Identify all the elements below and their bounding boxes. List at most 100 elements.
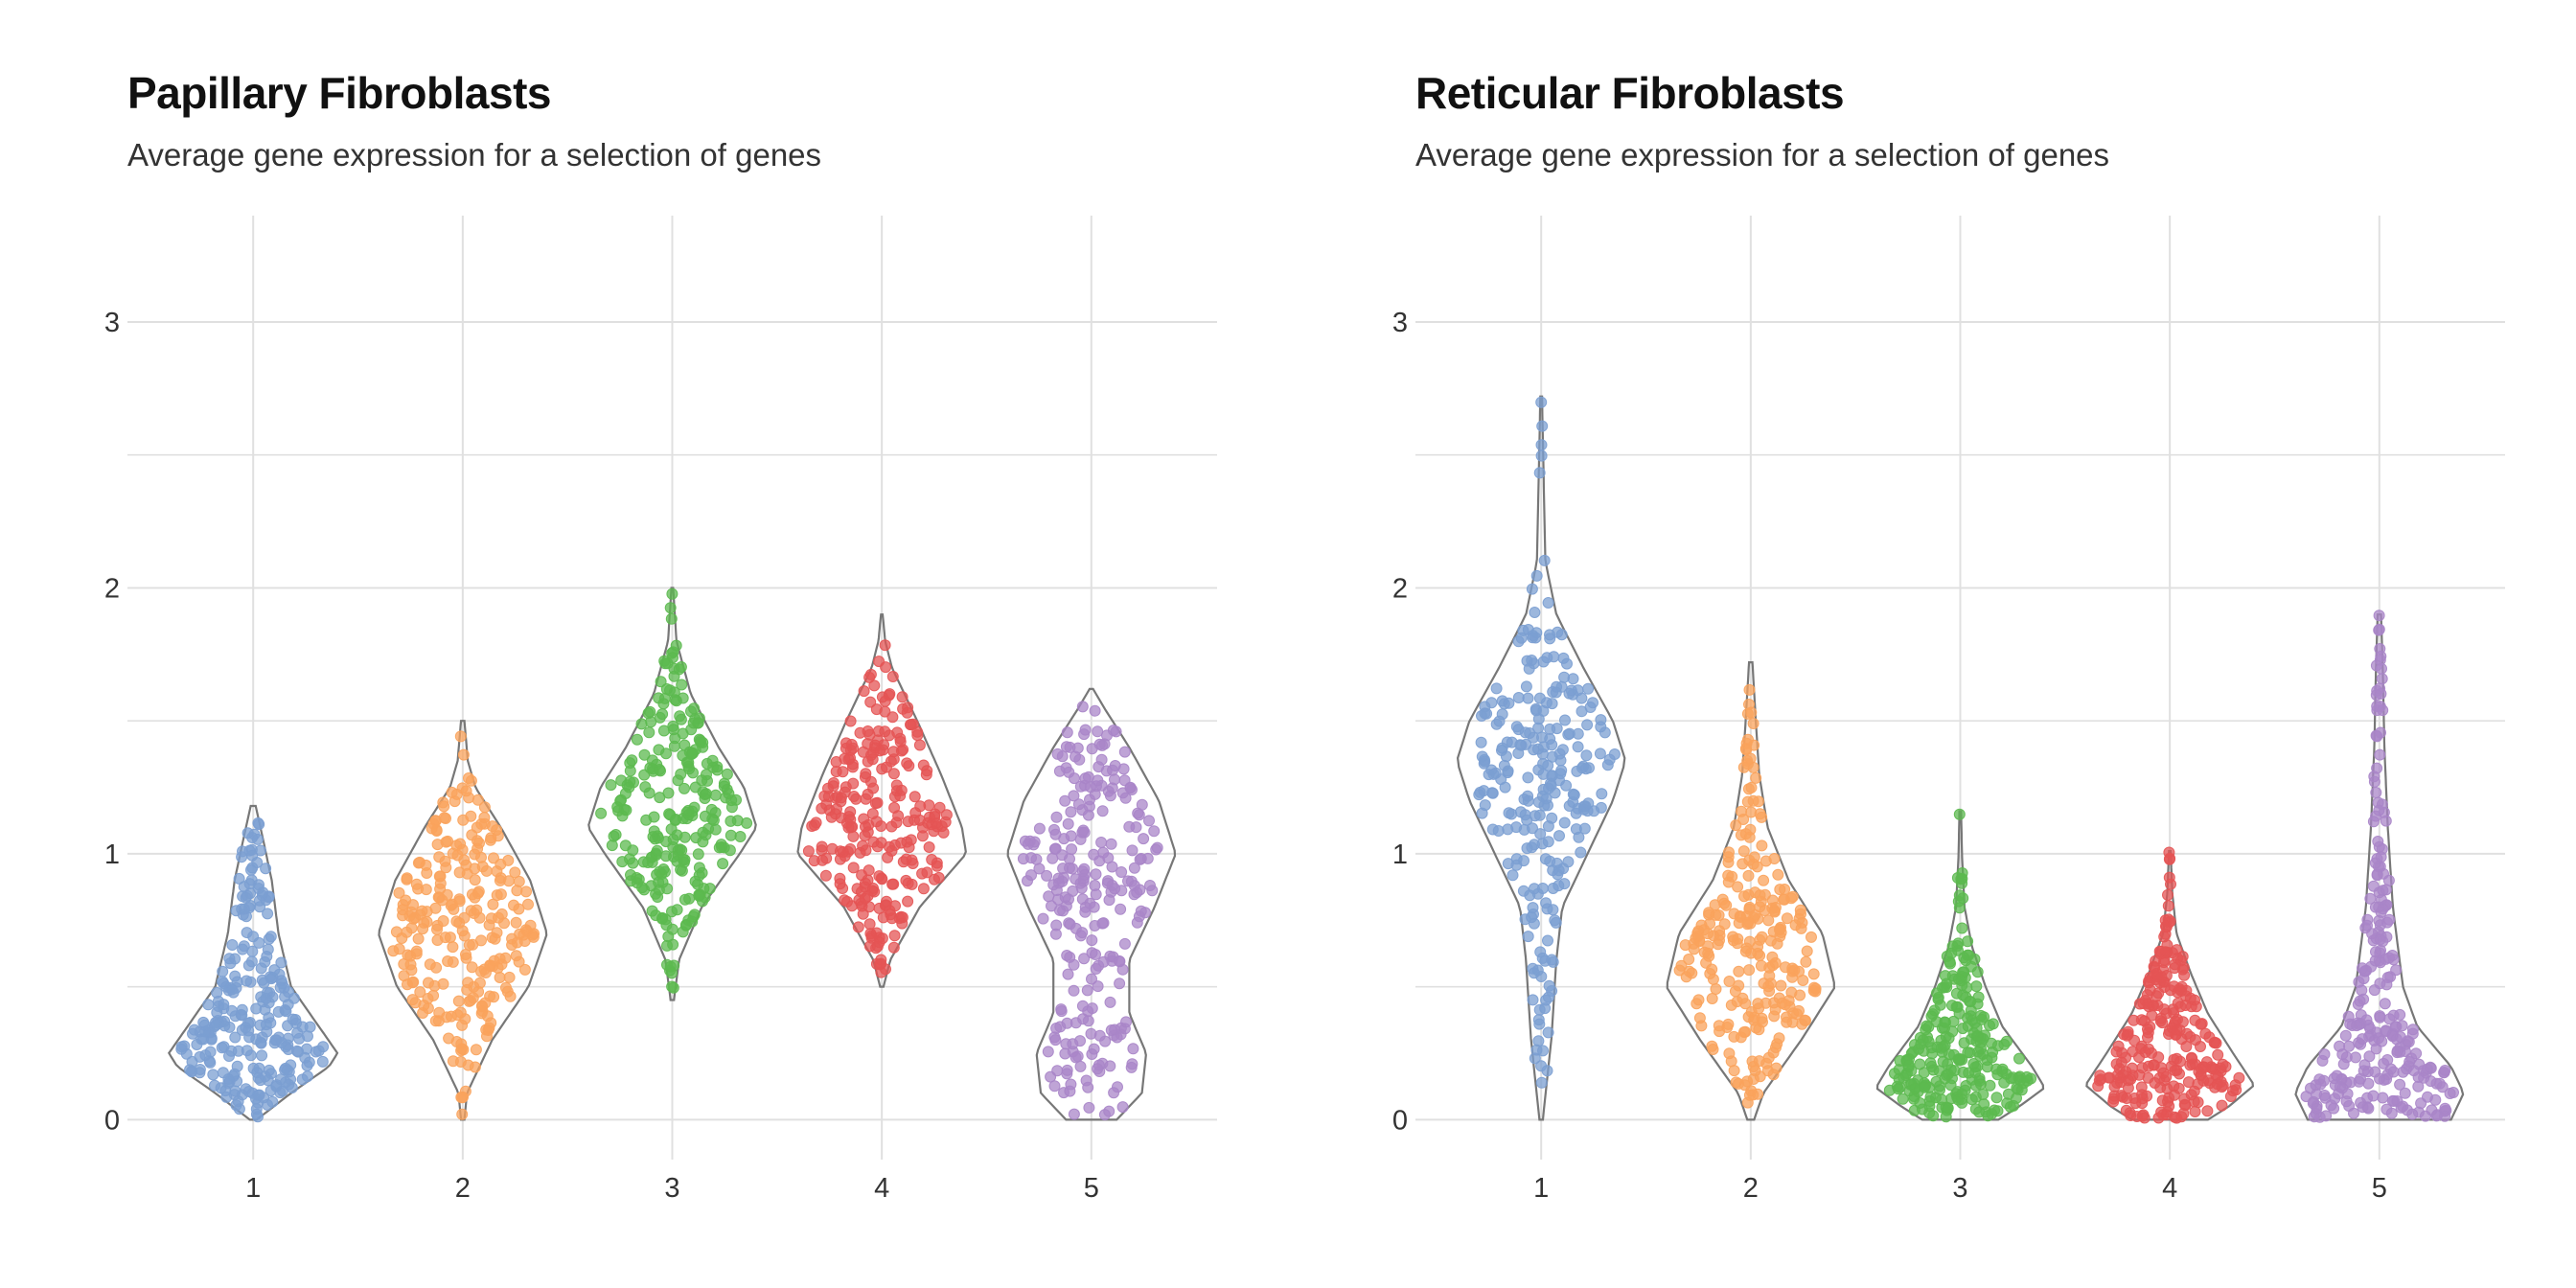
data-point <box>882 851 894 863</box>
data-point <box>1518 823 1530 836</box>
data-point <box>1537 1045 1549 1057</box>
data-point <box>1752 1088 1764 1100</box>
data-point <box>825 811 838 823</box>
data-point <box>2142 1031 2153 1044</box>
data-point <box>2170 1028 2182 1041</box>
data-point <box>1809 982 1822 995</box>
data-point <box>1725 1055 1737 1068</box>
data-point <box>1595 714 1607 726</box>
data-point <box>2150 967 2163 979</box>
data-point <box>2142 1060 2154 1072</box>
data-point <box>2372 836 2384 847</box>
data-point <box>1144 880 1156 891</box>
data-point <box>1763 985 1776 998</box>
data-point <box>1041 869 1053 882</box>
data-point <box>262 908 274 920</box>
data-point <box>398 970 410 982</box>
data-point <box>1068 790 1080 802</box>
data-point <box>653 692 665 704</box>
data-point <box>1576 692 1588 704</box>
data-point <box>1109 760 1121 771</box>
data-point <box>655 676 667 688</box>
data-point <box>1741 707 1754 720</box>
data-point <box>217 965 229 978</box>
data-point <box>274 981 287 994</box>
data-point <box>316 1055 329 1068</box>
data-point <box>1961 981 1973 994</box>
data-point <box>1707 973 1719 985</box>
data-point <box>666 923 678 935</box>
data-point <box>888 930 901 942</box>
data-point <box>1479 799 1491 812</box>
data-point <box>2215 1062 2227 1074</box>
data-point <box>2374 933 2386 946</box>
data-point <box>1978 1098 1990 1111</box>
data-point <box>2011 1082 2023 1094</box>
data-point <box>406 994 419 1006</box>
data-point <box>1924 1057 1937 1070</box>
data-point <box>1062 968 1074 980</box>
data-point <box>454 1056 467 1068</box>
data-point <box>1150 843 1162 856</box>
data-point <box>1086 973 1097 985</box>
data-point <box>2410 1047 2423 1060</box>
data-point <box>2196 1018 2208 1030</box>
data-point <box>1096 805 1109 817</box>
data-point <box>2390 964 2403 977</box>
data-point <box>835 795 847 808</box>
data-point <box>257 886 269 899</box>
data-point <box>1752 998 1764 1010</box>
data-point <box>470 1044 482 1056</box>
x-tick-label: 3 <box>664 1173 679 1204</box>
data-point <box>194 1064 206 1075</box>
data-point <box>2376 673 2388 685</box>
data-point <box>1118 937 1131 950</box>
data-point <box>868 679 881 692</box>
data-point <box>921 765 933 777</box>
data-point <box>890 779 903 792</box>
data-point <box>1883 1084 1896 1096</box>
data-point <box>1596 788 1608 800</box>
data-point <box>1984 1079 1996 1092</box>
data-point <box>2397 1100 2409 1113</box>
data-point <box>1946 1025 1959 1038</box>
data-point <box>711 764 724 776</box>
data-point <box>2343 1040 2356 1052</box>
data-point <box>275 956 288 969</box>
data-point <box>1793 1004 1805 1017</box>
data-point <box>1527 994 1539 1006</box>
data-point <box>1546 739 1558 751</box>
data-point <box>407 899 419 911</box>
data-point <box>2406 1024 2419 1036</box>
data-point <box>1542 836 1554 848</box>
data-point <box>264 931 277 943</box>
data-point <box>901 757 913 770</box>
data-point <box>287 1013 299 1025</box>
data-point <box>445 899 457 911</box>
data-point <box>2162 900 2174 912</box>
data-point <box>933 801 946 814</box>
data-point <box>1572 727 1584 740</box>
data-point <box>1499 781 1511 794</box>
data-point <box>2355 1072 2366 1085</box>
data-point <box>405 964 418 977</box>
data-point <box>1723 846 1735 859</box>
data-point <box>669 732 681 745</box>
data-point <box>2162 888 2174 901</box>
data-point <box>456 925 469 937</box>
data-point <box>472 835 483 847</box>
data-point <box>916 867 929 880</box>
data-point <box>2337 1058 2350 1070</box>
data-point <box>620 804 632 816</box>
data-point <box>1800 955 1812 968</box>
data-point <box>420 884 432 896</box>
data-point <box>647 831 659 843</box>
data-point <box>2351 1020 2363 1032</box>
data-point <box>1135 905 1147 917</box>
data-point <box>834 845 846 858</box>
data-point <box>816 844 828 857</box>
data-point <box>475 965 487 978</box>
data-point <box>895 745 908 757</box>
data-point <box>2212 1048 2224 1061</box>
data-point <box>1946 1000 1958 1012</box>
